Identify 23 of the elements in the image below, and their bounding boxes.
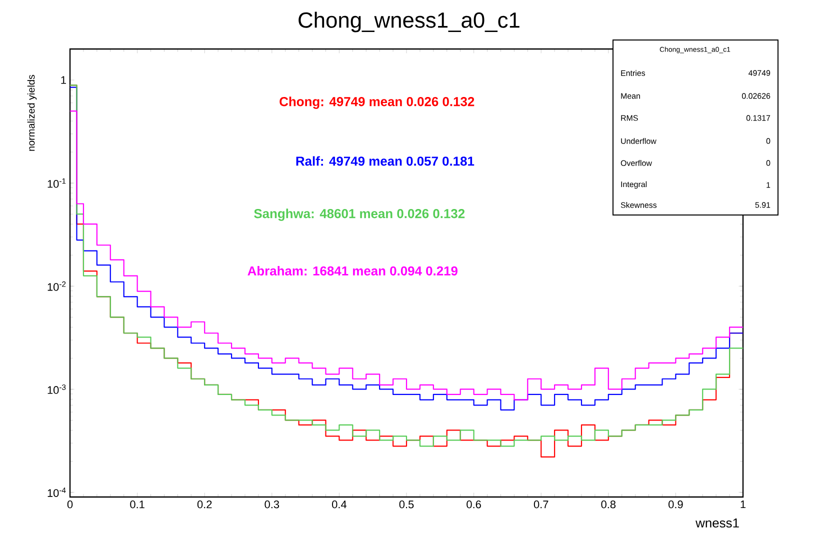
y-tick-label: 10$^{-2}$: [48, 281, 66, 291]
x-tick-label: 0.4: [332, 500, 346, 508]
text: Sanghwa: 48601 mean 0.026 0.132: [254, 208, 465, 221]
text: Chong: 49749 mean 0.026 0.132: [280, 96, 474, 109]
x-tick-label: 0: [67, 500, 73, 508]
text: Abraham: 16841 mean 0.094 0.219: [248, 266, 458, 276]
x-tick-label: 0.3: [264, 500, 280, 508]
x-tick-label: 0.7: [534, 500, 548, 508]
y-axis-title: normalized yields: [27, 74, 37, 151]
x-tick-label: 0.2: [197, 500, 212, 508]
chart-title: Chong_wness1_a0_c1: [298, 12, 520, 32]
x-axis-title: wness1: [696, 518, 739, 528]
x-tick-label: 0.1: [130, 500, 144, 508]
y-tick-label: 10$^{-3}$: [48, 384, 66, 394]
x-tick-label: 0.6: [466, 500, 481, 508]
x-tick-label: 0.5: [399, 500, 414, 508]
y-tick-label: 10$^{-4}$: [48, 488, 66, 497]
x-tick-label: 0.9: [668, 500, 683, 508]
x-tick-label: 1: [740, 500, 746, 508]
x-tick-label: 0.8: [601, 500, 616, 508]
text: Ralf: 49749 mean 0.057 0.181: [296, 156, 474, 166]
y-tick-label: 1: [61, 76, 66, 84]
y-tick-label: 10$^{-1}$: [48, 178, 66, 188]
